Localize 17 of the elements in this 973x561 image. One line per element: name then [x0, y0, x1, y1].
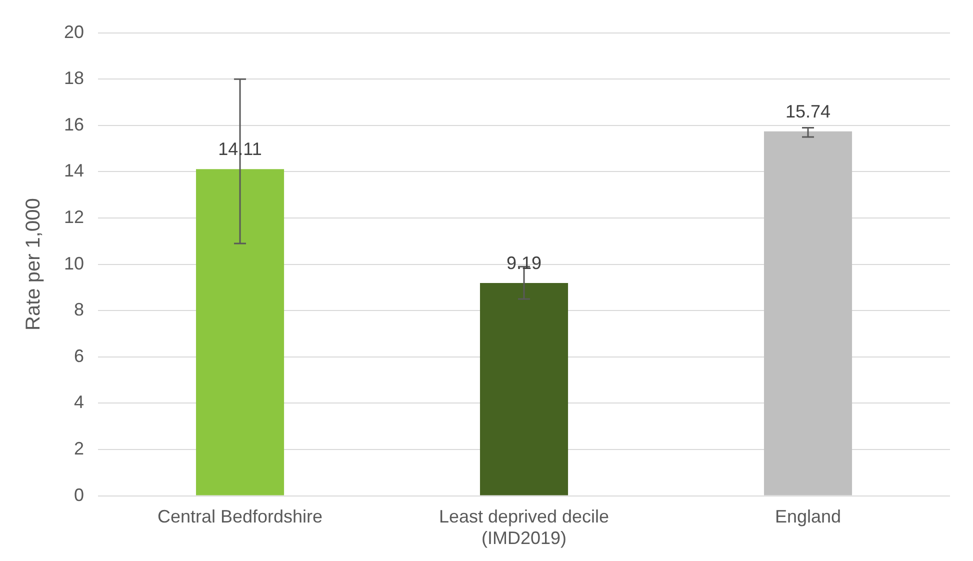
y-tick-label: 6	[74, 346, 84, 366]
y-tick-label: 8	[74, 300, 84, 320]
y-tick-label: 20	[64, 22, 84, 42]
y-tick-label: 18	[64, 68, 84, 88]
y-tick-label: 14	[64, 160, 84, 181]
y-tick-label: 0	[74, 484, 84, 505]
y-tick-label: 2	[74, 438, 84, 458]
x-tick-label: Least deprived decile (IMD2019)	[438, 506, 610, 548]
x-tick-label: England	[774, 506, 842, 527]
data-label: 15.74	[785, 101, 831, 122]
y-tick-label: 16	[64, 114, 84, 134]
y-tick-label: 12	[64, 206, 84, 227]
data-label: 9.19	[506, 253, 542, 274]
y-tick-label: 4	[74, 392, 84, 412]
y-axis-title: Rate per 1,000	[22, 198, 45, 330]
y-tick-label: 10	[64, 253, 84, 274]
x-tick-label: Central Bedfordshire	[157, 506, 323, 527]
